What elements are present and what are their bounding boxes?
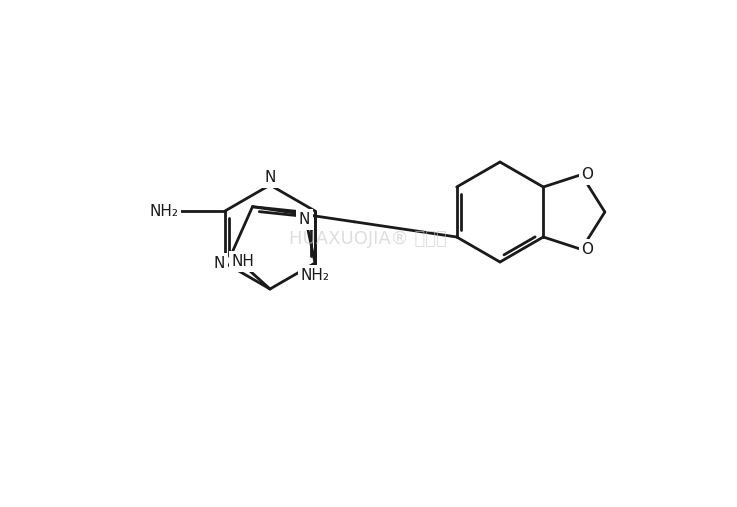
Text: N: N — [298, 212, 310, 227]
Text: N: N — [214, 256, 225, 271]
Text: NH: NH — [231, 254, 254, 269]
Text: NH₂: NH₂ — [149, 203, 178, 219]
Text: NH₂: NH₂ — [301, 268, 329, 283]
Text: N: N — [265, 170, 276, 185]
Text: HUAXUOJIA® 化学加: HUAXUOJIA® 化学加 — [289, 230, 447, 248]
Text: O: O — [581, 242, 593, 257]
Text: O: O — [581, 167, 593, 182]
